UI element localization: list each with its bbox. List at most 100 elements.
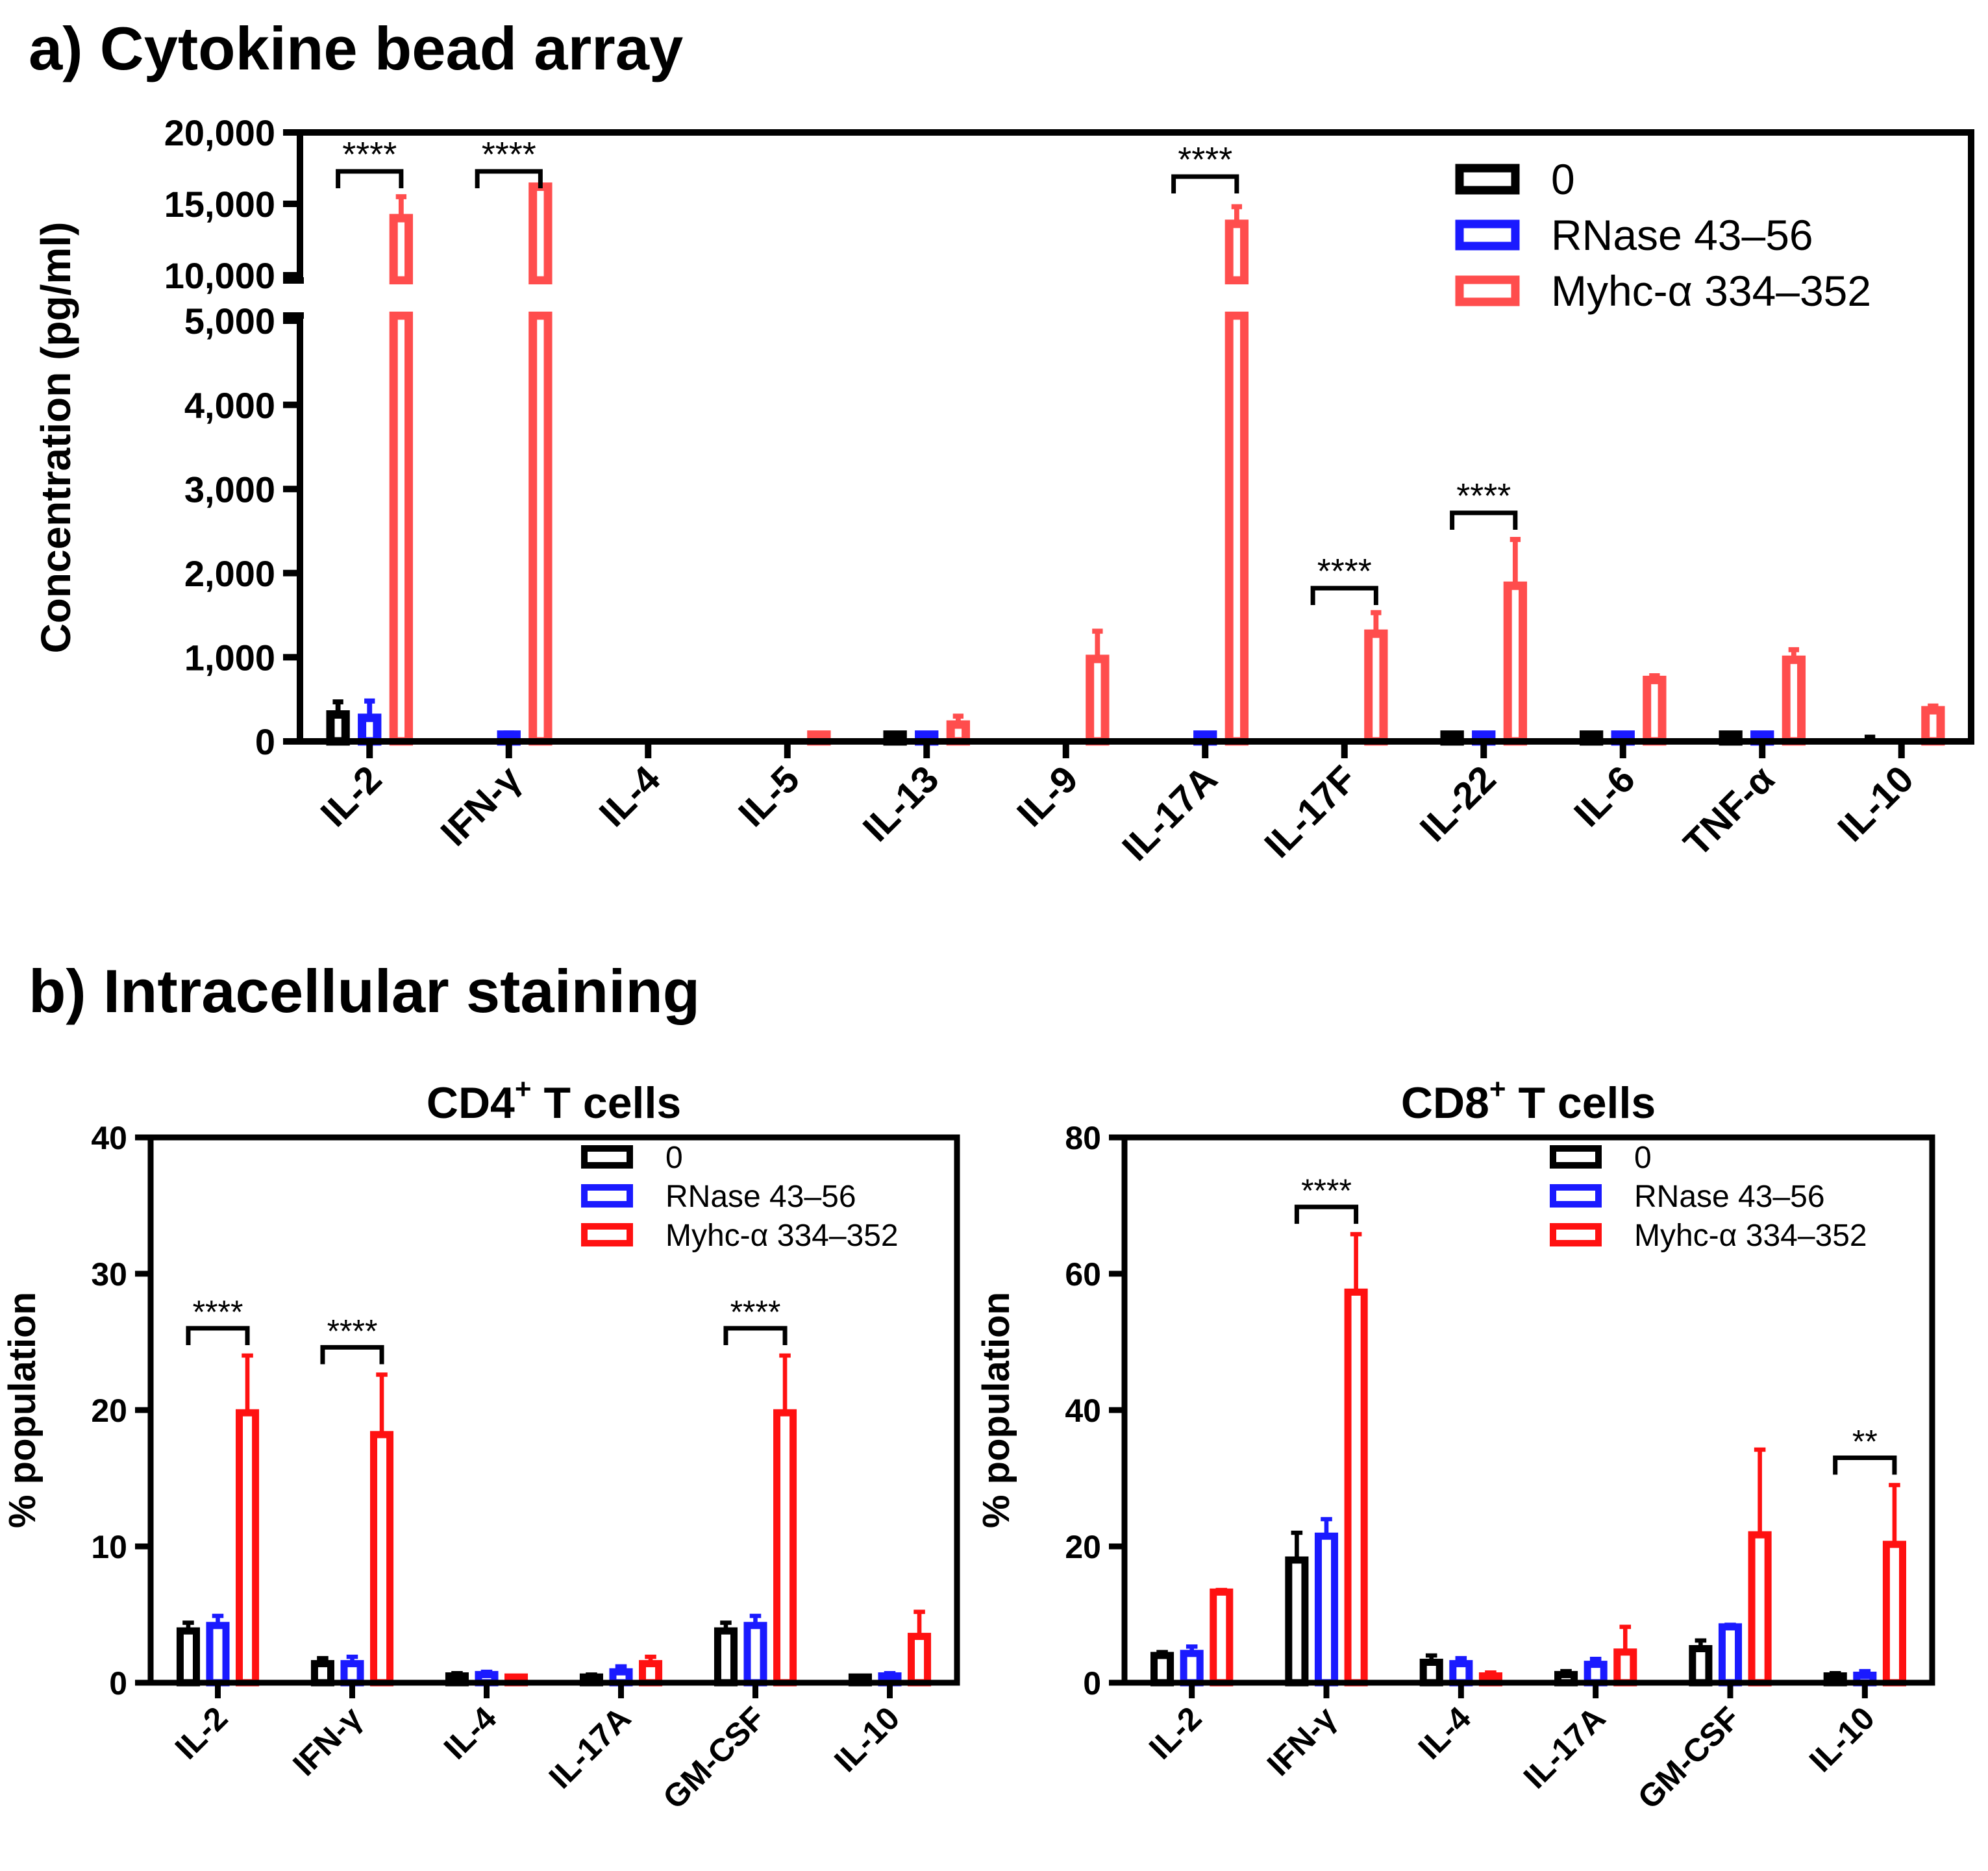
bar-upper-myhc-334-352-il-2	[389, 214, 414, 285]
legend-label-rnase-43-56: RNase 43–56	[1551, 211, 1813, 259]
y-tick-label-10: 10	[91, 1529, 127, 1565]
bar-myhc-334-352-tnf	[1782, 655, 1806, 746]
bar-myhc-334-352-gm-csf	[1748, 1531, 1772, 1687]
legend-label-rnase-43-56: RNase 43–56	[665, 1180, 856, 1214]
bar-myhc-334-352-il-2	[1210, 1588, 1234, 1687]
x-tick-label-gm-csf: GM-CSF	[1631, 1700, 1747, 1816]
bar-myhc-334-352-ifn	[1344, 1288, 1368, 1687]
significance-bracket-il-17f	[1310, 586, 1378, 605]
x-tick-label-tnf: TNF-α	[1676, 758, 1783, 865]
bar-myhc-334-352-il-9	[1086, 654, 1110, 746]
x-tick-label-ifn: IFN-γ	[286, 1700, 369, 1783]
bar-0-il-4	[1419, 1659, 1443, 1687]
significance-label-il-17a: ****	[1178, 140, 1232, 179]
significance-bracket-il-17a	[1171, 174, 1239, 193]
significance-bracket-gm-csf	[723, 1326, 788, 1345]
legend-swatch-myhc-334-352	[1550, 1223, 1602, 1246]
legend-swatch-rnase-43-56	[1550, 1184, 1602, 1208]
bar-myhc-334-352-il-2	[236, 1409, 260, 1687]
significance-bracket-il-10	[1833, 1456, 1897, 1475]
bar-myhc-334-352-gm-csf	[773, 1409, 797, 1687]
x-tick-label-il-5: IL-5	[730, 758, 808, 835]
chart-title: CD8+ T cells	[1401, 1073, 1656, 1128]
x-tick-label-il-4: IL-4	[591, 758, 669, 835]
y-tick-label-1-000: 1,000	[184, 638, 275, 678]
significance-label-ifn: ****	[1301, 1172, 1352, 1209]
significance-bracket-il-2	[186, 1326, 250, 1345]
significance-bracket-ifn	[1294, 1204, 1359, 1224]
legend-swatch-rnase-43-56	[581, 1184, 633, 1208]
x-tick-label-ifn: IFN-γ	[432, 758, 529, 854]
legend-label-0: 0	[1551, 155, 1575, 203]
x-tick-label-il-13: IL-13	[855, 758, 947, 850]
x-tick-label-il-17a: IL-17A	[1114, 758, 1225, 869]
significance-label-ifn: ****	[327, 1313, 378, 1349]
y-axis-label: % population	[1, 1292, 43, 1528]
y-tick-label-80: 80	[1065, 1120, 1101, 1156]
y-tick-label-60: 60	[1065, 1256, 1101, 1293]
bar-break-gap	[308, 284, 1963, 312]
panel-b-heading: b) Intracellular staining	[29, 957, 701, 1025]
legend-label-myhc-334-352: Myhc-α 334–352	[1551, 267, 1871, 315]
chart-b1: **** **** **** IL-2 IFN-γ IL-4 IL-17A GM-CSF IL-…	[1, 1073, 960, 1816]
bar-myhc-334-352-il-22	[1503, 581, 1528, 746]
x-tick-label-il-9: IL-9	[1009, 758, 1086, 835]
legend-swatch-0	[1455, 164, 1520, 195]
chart-b2: ******IL-2 IFN-γ IL-4 IL-17A GM-CSF IL-100204…	[975, 1073, 1935, 1816]
legend-swatch-myhc-334-352	[1455, 275, 1520, 306]
bar-myhc-334-352-ifn	[370, 1431, 394, 1687]
bar-rnase-43-56-il-2	[206, 1622, 230, 1687]
bar-myhc-334-352-il-6	[1643, 675, 1667, 746]
y-tick-label-4-000: 4,000	[184, 385, 275, 426]
bar-upper-myhc-334-352-il-17a	[1224, 219, 1249, 285]
y-tick-label-3-000: 3,000	[184, 469, 275, 510]
legend-label-myhc-334-352: Myhc-α 334–352	[665, 1219, 899, 1253]
bar-0-gm-csf	[1689, 1645, 1713, 1687]
legend-swatch-myhc-334-352	[581, 1223, 633, 1246]
bar-myhc-334-352-il-10	[1921, 706, 1945, 746]
bar-rnase-43-56-gm-csf	[743, 1622, 767, 1687]
x-tick-label-il-4: IL-4	[437, 1700, 504, 1766]
x-tick-label-ifn: IFN-γ	[1260, 1700, 1343, 1783]
panel-a-heading: a) Cytokine bead array	[29, 14, 684, 82]
x-tick-label-il-10: IL-10	[1802, 1700, 1882, 1779]
bar-0-il-2	[176, 1627, 200, 1687]
x-tick-label-il-10: IL-10	[827, 1700, 906, 1779]
x-tick-label-il-10: IL-10	[1830, 758, 1922, 850]
bar-myhc-334-352-ifn	[528, 311, 553, 746]
bar-rnase-43-56-il-2	[1180, 1650, 1204, 1687]
y-tick-label-20: 20	[91, 1393, 127, 1429]
significance-label-il-22: ****	[1456, 477, 1511, 515]
bar-myhc-334-352-il-10	[908, 1633, 932, 1687]
significance-label-il-10: **	[1852, 1424, 1878, 1460]
x-tick-label-il-2: IL-2	[1142, 1700, 1208, 1766]
significance-label-il-2: ****	[342, 135, 397, 174]
significance-bracket-il-2	[336, 169, 404, 188]
bar-0-gm-csf	[714, 1627, 738, 1687]
y-tick-label-20: 20	[1065, 1529, 1101, 1565]
legend-label-0: 0	[1634, 1141, 1652, 1175]
legend-label-rnase-43-56: RNase 43–56	[1634, 1180, 1825, 1214]
bar-myhc-334-352-il-10	[1882, 1541, 1906, 1687]
bar-0-il-2	[326, 710, 350, 746]
x-tick-label-il-17a: IL-17A	[1517, 1700, 1613, 1796]
bar-myhc-334-352-il-17a	[1224, 311, 1249, 746]
chart-a: **** **** **** **** **** IL-2 IFN-γ IL-4 IL-5 IL-…	[32, 112, 1974, 869]
legend-swatch-0	[581, 1145, 633, 1169]
bar-0-ifn	[1285, 1556, 1309, 1687]
y-tick-label-40: 40	[1065, 1393, 1101, 1429]
x-tick-label-il-2: IL-2	[313, 758, 390, 835]
y-tick-label-10-000: 10,000	[164, 255, 275, 296]
x-tick-label-il-22: IL-22	[1412, 758, 1504, 850]
significance-label-il-17f: ****	[1317, 552, 1372, 591]
y-tick-label-20-000: 20,000	[164, 112, 275, 153]
x-tick-label-il-2: IL-2	[168, 1700, 234, 1766]
bar-0-il-2	[1150, 1652, 1174, 1687]
y-tick-label-40: 40	[91, 1120, 127, 1156]
y-tick-label-5-000: 5,000	[184, 301, 275, 341]
legend-swatch-rnase-43-56	[1455, 219, 1520, 251]
bar-rnase-43-56-ifn	[1314, 1532, 1339, 1687]
chart-title: CD4+ T cells	[427, 1073, 681, 1128]
x-tick-label-il-4: IL-4	[1411, 1700, 1478, 1766]
